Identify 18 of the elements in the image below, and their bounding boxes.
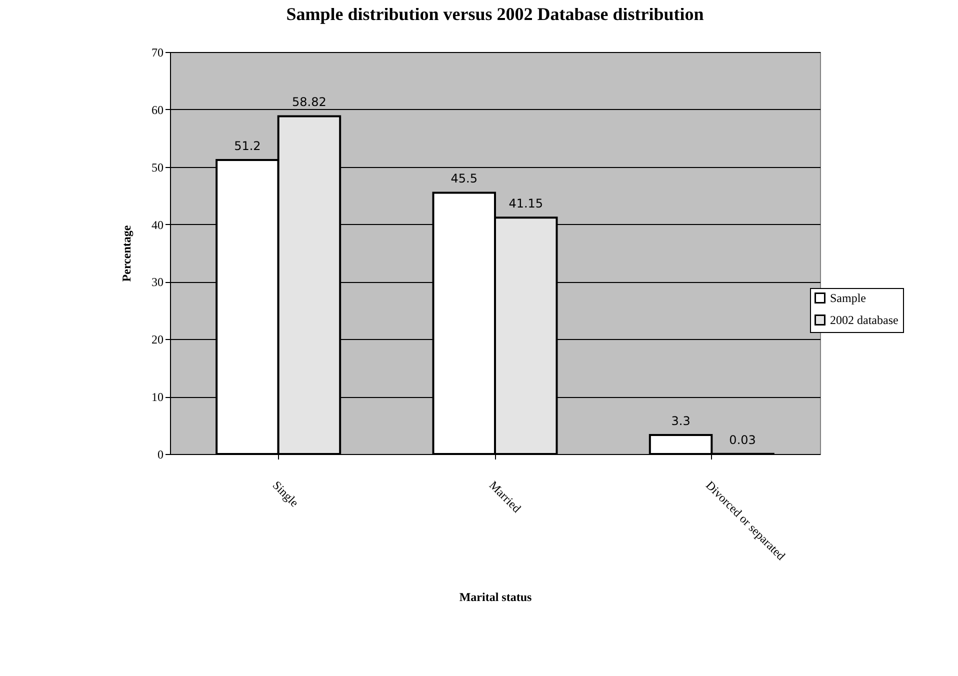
y-tick-label: 0 bbox=[158, 448, 164, 462]
legend-label: Sample bbox=[830, 291, 866, 305]
y-tick-label: 20 bbox=[152, 332, 164, 347]
y-tick-label: 40 bbox=[152, 218, 164, 232]
data-label: 3.3 bbox=[671, 414, 690, 428]
legend-label: 2002 database bbox=[830, 313, 898, 327]
x-axis-title: Marital status bbox=[459, 590, 532, 604]
data-label: 58.82 bbox=[292, 95, 326, 110]
y-tick-label: 10 bbox=[152, 390, 164, 404]
data-label: 0.03 bbox=[729, 432, 756, 447]
y-tick-label: 30 bbox=[152, 275, 164, 290]
y-tick-label: 70 bbox=[152, 46, 164, 60]
y-axis-title: Percentage bbox=[120, 224, 134, 282]
data-label: 51.2 bbox=[234, 138, 261, 153]
y-tick-label: 50 bbox=[152, 160, 164, 174]
data-label: 45.5 bbox=[450, 172, 478, 186]
y-tick-label: 60 bbox=[152, 102, 164, 117]
data-label: 41.15 bbox=[508, 196, 544, 211]
